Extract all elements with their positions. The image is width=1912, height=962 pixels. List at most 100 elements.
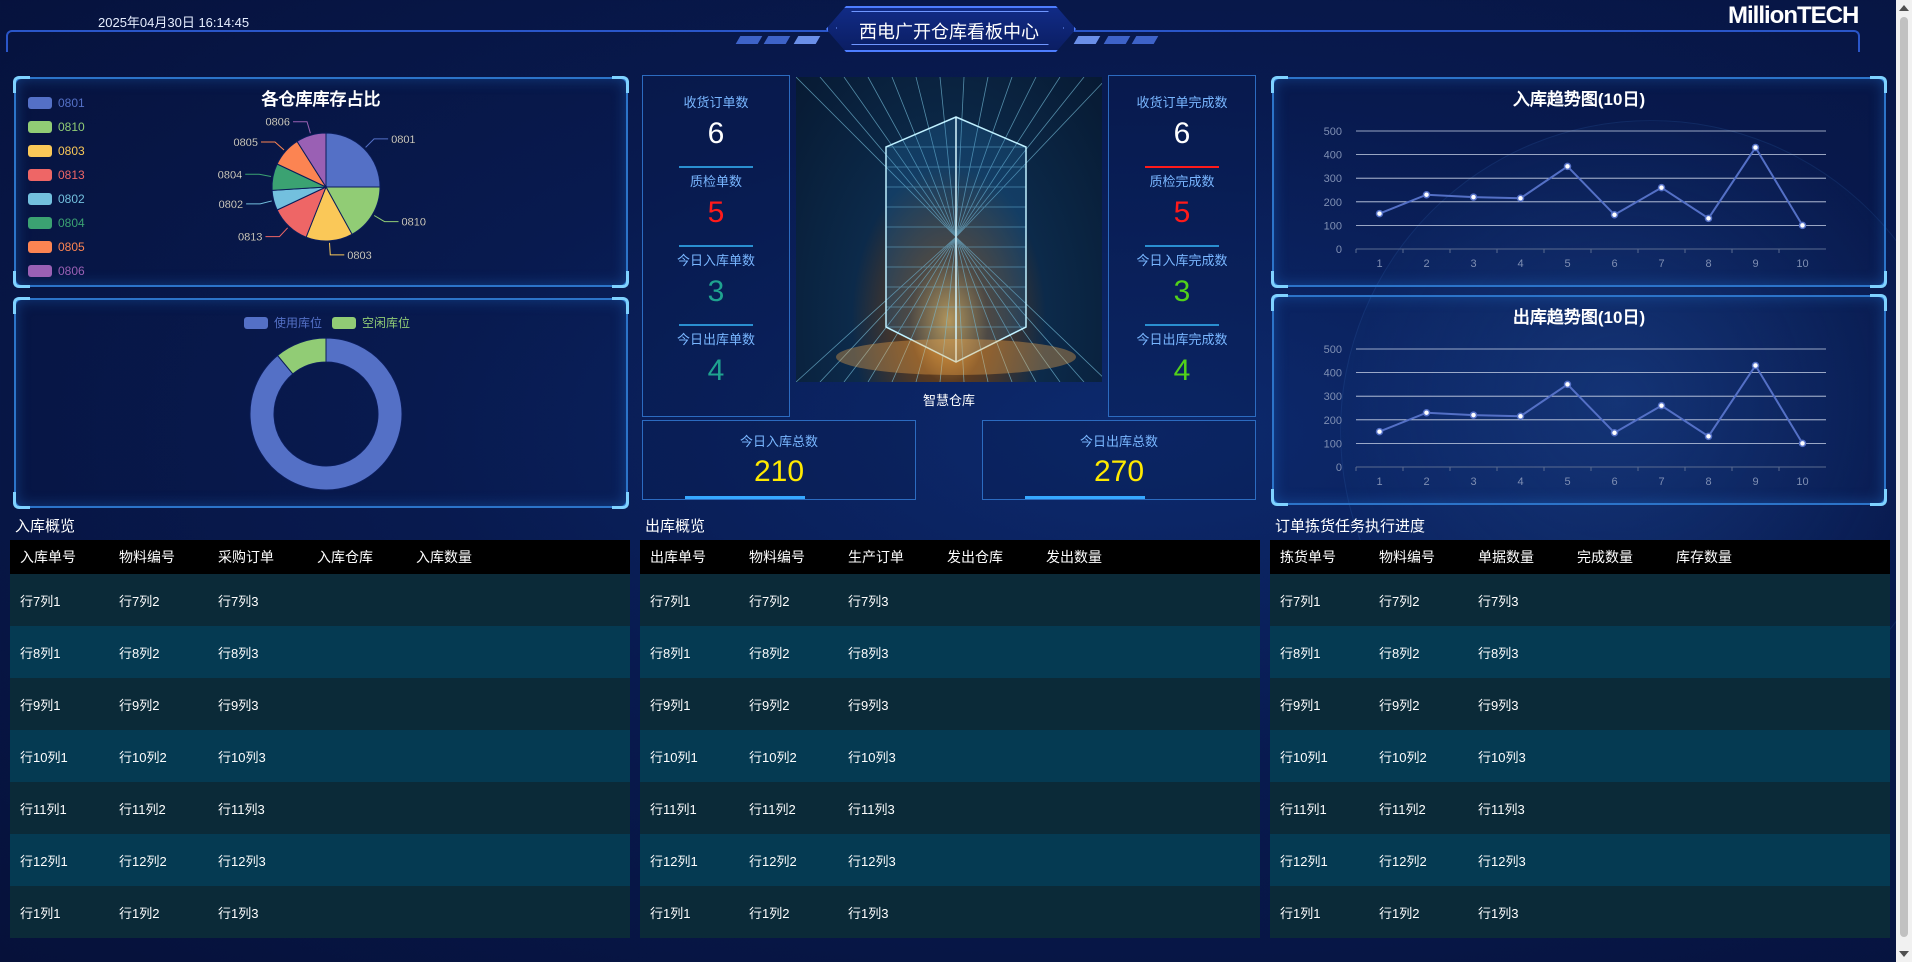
table-row[interactable]: 行12列1 行12列2 行12列3 [640,834,1260,886]
column-header[interactable]: 单据数量 [1478,549,1534,565]
trend-point[interactable] [1563,162,1572,171]
pie-panel: 各仓库库存占比 0801 0810 0803 0813 0802 0804 0805 0806… [13,76,629,288]
trend-point[interactable] [1469,193,1478,201]
table-row[interactable]: 行9列1 行9列2 行9列3 [640,678,1260,730]
table-cell: 行1列1 [650,905,691,921]
column-header[interactable]: 发出数量 [1046,549,1102,565]
table-row[interactable]: 行12列1 行12列2 行12列3 [1270,834,1890,886]
table-row[interactable]: 行11列1 行11列2 行11列3 [640,782,1260,834]
column-header[interactable]: 物料编号 [749,549,805,565]
table-row[interactable]: 行8列1 行8列2 行8列3 [10,626,630,678]
x-tick-label: 4 [1517,258,1523,270]
legend-swatch [332,316,357,329]
stat-item: 今日入库完成数 3 [1109,250,1255,309]
column-header[interactable]: 采购订单 [218,549,274,565]
page-scrollbar[interactable] [1896,0,1912,962]
pie-legend-item[interactable]: 0803 [28,139,85,163]
table-row[interactable]: 行7列1 行7列2 行7列3 [1270,574,1890,626]
table-row[interactable]: 行8列1 行8列2 行8列3 [1270,626,1890,678]
trend-point[interactable] [1516,194,1525,203]
table-row[interactable]: 行7列1 行7列2 行7列3 [10,574,630,626]
table-row[interactable]: 行10列1 行10列2 行10列3 [640,730,1260,782]
trend-point[interactable] [1422,190,1431,199]
trend-point[interactable] [1704,214,1713,223]
pie-legend-item[interactable]: 0806 [28,259,85,283]
trend-point[interactable] [1610,429,1619,437]
table-row[interactable]: 行1列1 行1列2 行1列3 [640,886,1260,938]
trend-point[interactable] [1751,143,1760,152]
donut-segment[interactable] [276,337,327,375]
pie-slice[interactable] [325,186,381,236]
donut-segment[interactable] [249,337,403,491]
column-header[interactable]: 库存数量 [1676,549,1732,565]
trend-point[interactable] [1657,401,1666,410]
donut-legend-item[interactable]: 使用库位 [244,314,322,331]
legend-swatch [28,265,52,277]
trend-point[interactable] [1563,380,1572,389]
table-row[interactable]: 行11列1 行11列2 行11列3 [10,782,630,834]
table-row[interactable]: 行8列1 行8列2 行8列3 [640,626,1260,678]
inbound-total-label: 今日入库总数 [739,434,818,449]
table-cell: 行7列3 [848,593,889,609]
table-row[interactable]: 行9列1 行9列2 行9列3 [1270,678,1890,730]
pie-legend-item[interactable]: 0801 [28,91,85,115]
column-header[interactable]: 入库单号 [20,549,76,565]
pie-legend-item[interactable]: 0805 [28,235,85,259]
pie-legend-item[interactable]: 0813 [28,163,85,187]
x-tick-label: 1 [1376,476,1382,488]
header-stripe [1073,36,1101,44]
data-table: 出库单号 物料编号 生产订单 发出仓库 发出数量行7列1 行7列2 行7列3 行8列1 行8列2… [640,540,1260,938]
table-row[interactable]: 行1列1 行1列2 行1列3 [1270,886,1890,938]
table-row[interactable]: 行12列1 行12列2 行12列3 [10,834,630,886]
trend-point[interactable] [1422,408,1431,417]
scroll-down-arrow[interactable] [1899,951,1909,957]
pie-legend-item[interactable]: 0802 [28,187,85,211]
scroll-up-arrow[interactable] [1899,5,1909,11]
trend-point[interactable] [1469,411,1478,419]
table-row[interactable]: 行1列1 行1列2 行1列3 [10,886,630,938]
legend-label: 0803 [58,144,85,158]
pie-legend-item[interactable]: 0804 [28,211,85,235]
scroll-thumb[interactable] [1900,17,1908,937]
table-cell: 行7列3 [218,593,259,609]
donut-panel: 使用库位 空闲库位 [13,297,629,509]
trend-point[interactable] [1657,183,1666,192]
table-row[interactable]: 行10列1 行10列2 行10列3 [10,730,630,782]
table-row[interactable]: 行11列1 行11列2 行11列3 [1270,782,1890,834]
legend-label: 0805 [58,240,85,254]
column-header[interactable]: 生产订单 [848,549,904,565]
trend-point[interactable] [1704,432,1713,441]
stat-label: 质检完成数 [1149,174,1215,189]
table-row[interactable]: 行9列1 行9列2 行9列3 [10,678,630,730]
column-header[interactable]: 入库数量 [416,549,472,565]
trend-point[interactable] [1375,209,1384,218]
pie-slice-label: 0804 [218,169,242,181]
table-cell: 行11列2 [119,801,166,817]
column-header[interactable]: 物料编号 [1379,549,1435,565]
trend-point[interactable] [1375,427,1384,436]
column-header[interactable]: 拣货单号 [1280,549,1336,565]
table-cell: 行11列1 [650,801,697,817]
trend-point[interactable] [1751,361,1760,370]
column-header[interactable]: 完成数量 [1577,549,1633,565]
donut-legend-item[interactable]: 空闲库位 [332,314,410,331]
pie-legend-item[interactable]: 0810 [28,115,85,139]
pie-slice[interactable] [325,132,381,188]
pie-legend: 0801 0810 0803 0813 0802 0804 0805 0806 [28,91,85,283]
trend-point[interactable] [1516,412,1525,421]
pie-label-line [246,200,272,205]
trend-point[interactable] [1798,221,1807,230]
trend-point[interactable] [1798,439,1807,448]
outbound-total-box: 今日出库总数 270 [982,420,1256,500]
table-cell: 行9列1 [1280,697,1321,713]
column-header[interactable]: 发出仓库 [947,549,1003,565]
column-header[interactable]: 入库仓库 [317,549,373,565]
column-header[interactable]: 出库单号 [650,549,706,565]
column-header[interactable]: 物料编号 [119,549,175,565]
pie-slice[interactable] [296,132,327,189]
table-row[interactable]: 行7列1 行7列2 行7列3 [640,574,1260,626]
trend-point[interactable] [1610,211,1619,219]
pie-label-line [260,141,285,151]
table-row[interactable]: 行10列1 行10列2 行10列3 [1270,730,1890,782]
y-tick-label: 400 [1324,368,1342,380]
